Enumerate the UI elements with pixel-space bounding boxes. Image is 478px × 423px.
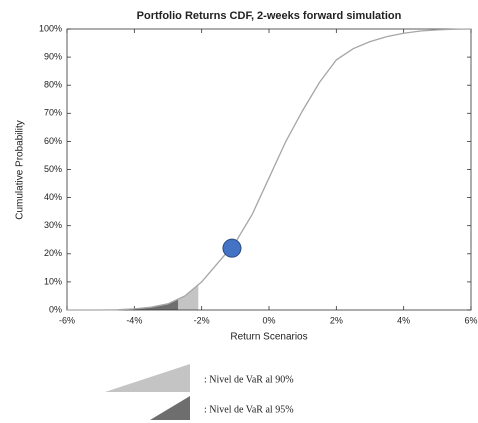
var-region xyxy=(134,299,179,310)
y-axis-label: Cumulative Probability xyxy=(15,120,26,220)
x-tick-label: 0% xyxy=(262,315,275,325)
y-tick-label: 100% xyxy=(39,23,62,33)
cdf-line xyxy=(67,28,472,311)
legend-swatch xyxy=(105,364,190,392)
y-tick-label: 80% xyxy=(44,80,62,90)
x-tick-label: 4% xyxy=(397,315,410,325)
y-tick-label: 50% xyxy=(44,164,62,174)
y-tick-label: 40% xyxy=(44,192,62,202)
legend-label: : Nivel de VaR al 90% xyxy=(204,374,294,385)
x-tick-label: 2% xyxy=(330,315,343,325)
var-region xyxy=(178,284,199,310)
y-tick-label: 20% xyxy=(44,248,62,258)
x-tick-label: 6% xyxy=(464,315,477,325)
legend-label: : Nivel de VaR al 95% xyxy=(204,404,294,415)
x-axis-label: Return Scenarios xyxy=(230,332,307,343)
point-marker xyxy=(222,238,242,258)
legend-swatch xyxy=(150,396,190,420)
x-tick-label: -2% xyxy=(194,315,210,325)
chart-title: Portfolio Returns CDF, 2-weeks forward s… xyxy=(137,10,402,22)
y-tick-label: 60% xyxy=(44,136,62,146)
y-tick-label: 0% xyxy=(49,304,62,314)
x-tick-label: -4% xyxy=(126,315,142,325)
y-tick-label: 70% xyxy=(44,108,62,118)
y-tick-label: 10% xyxy=(44,276,62,286)
x-tick-label: -6% xyxy=(59,315,75,325)
y-tick-label: 30% xyxy=(44,220,62,230)
y-tick-label: 90% xyxy=(44,51,62,61)
